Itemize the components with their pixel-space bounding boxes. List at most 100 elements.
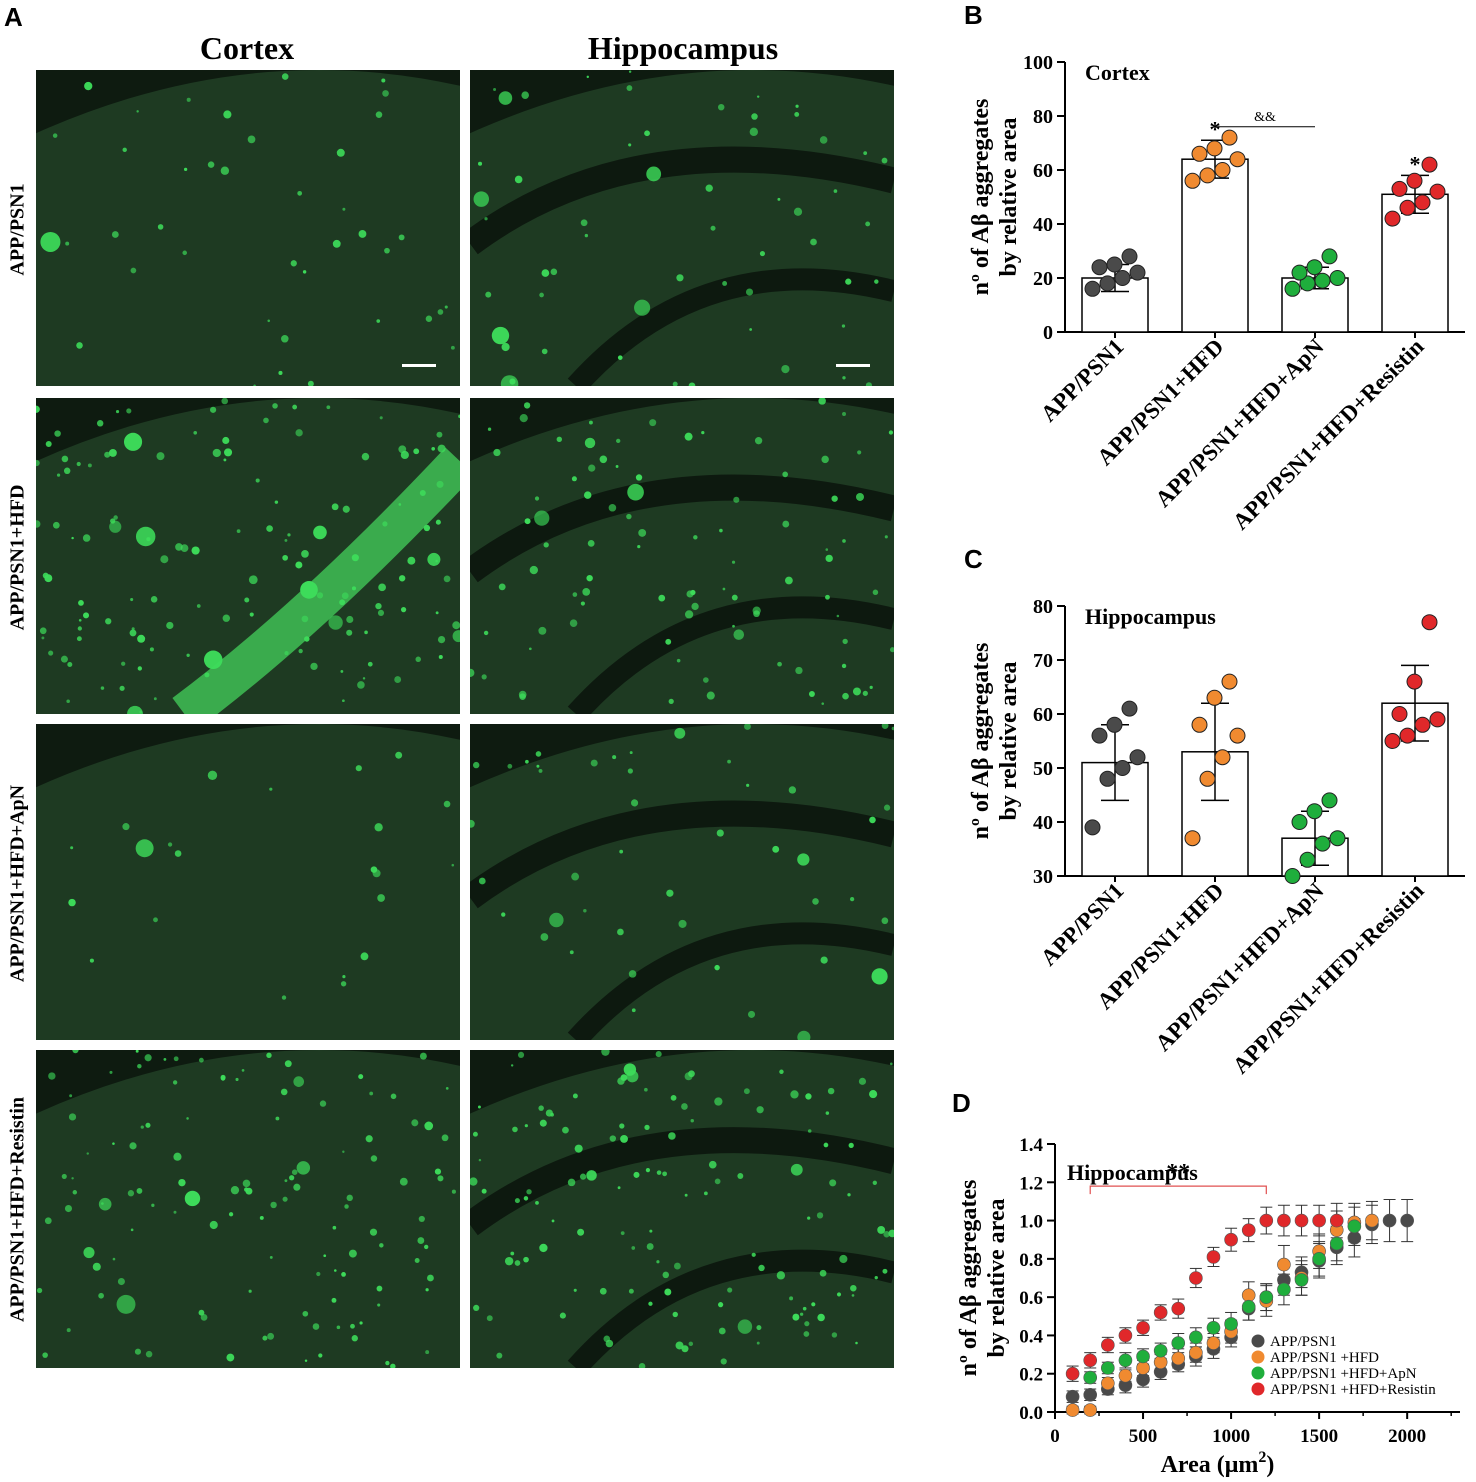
amyloid-plaque [437, 635, 446, 644]
cortex-data-point [1421, 156, 1438, 173]
chart-hippocampus-area-scatter: 0.0 0.2 0.4 0.6 0.8 1.0 1.2 1.4 0 500 1000 1500 2000… [956, 1135, 1460, 1478]
amyloid-plaque [369, 1228, 378, 1236]
amyloid-plaque [534, 510, 550, 526]
amyloid-plaque [619, 849, 624, 854]
row-label-app-psn1-hfd: APP/PSN1+HFD [6, 484, 29, 631]
chart-hippocampus-bar: 30 40 50 60 70 80 nº of Aβ aggregatesby relati… [968, 596, 1465, 1079]
amyloid-plaque [523, 402, 531, 409]
amyloid-plaque [295, 561, 303, 569]
amyloid-plaque [137, 1063, 142, 1069]
amyloid-plaque [284, 651, 289, 656]
amyloid-plaque [310, 662, 318, 671]
amyloid-plaque [627, 483, 644, 501]
amyloid-plaque [535, 1200, 539, 1205]
amyloid-plaque [790, 1090, 799, 1099]
amyloid-plaque [833, 189, 838, 193]
amyloid-plaque [144, 1054, 152, 1062]
amyloid-plaque [681, 1103, 688, 1110]
amyloid-plaque [690, 589, 696, 596]
amyloid-plaque [209, 406, 217, 413]
amyloid-plaque [242, 1179, 251, 1188]
amyloid-plaque [731, 560, 736, 564]
amyloid-plaque [78, 618, 82, 622]
cortex-data-point [1399, 199, 1416, 216]
legend-entry: APP/PSN1 +HFD+Resistin [1270, 1382, 1436, 1398]
amyloid-plaque [626, 85, 633, 91]
scatter-data-point [1400, 1213, 1414, 1228]
amyloid-plaque [477, 1105, 481, 1109]
amyloid-plaque [220, 1074, 226, 1080]
chart-cortex-bar: 0 20 40 60 80 100 nº of Aβ aggregatesby relati… [968, 52, 1465, 535]
amyloid-plaque [443, 800, 451, 808]
amyloid-plaque [140, 1125, 144, 1129]
scatter-data-point [1259, 1213, 1274, 1228]
amyloid-plaque [588, 420, 593, 425]
amyloid-plaque [115, 410, 120, 414]
amyloid-plaque [207, 161, 215, 168]
amyloid-plaque [777, 197, 781, 201]
amyloid-plaque [135, 1050, 139, 1053]
amyloid-plaque [458, 414, 460, 419]
scatter-data-point [1083, 1403, 1098, 1417]
amyloid-plaque [749, 328, 753, 331]
micrograph-cortex-app-psn1-hfd-apn [36, 724, 460, 1040]
hippocampus-data-point [1384, 733, 1401, 749]
amyloid-plaque [481, 674, 487, 680]
amyloid-plaque [160, 555, 169, 564]
amyloid-plaque [831, 1332, 838, 1338]
amyloid-plaque [888, 430, 894, 435]
hippocampus-y-tick-label: 30 [1033, 866, 1053, 888]
amyloid-plaque [372, 869, 381, 878]
panel-letter-d: D [952, 1088, 971, 1118]
amyloid-plaque [415, 656, 421, 663]
amyloid-plaque [137, 634, 146, 643]
amyloid-plaque [255, 478, 260, 483]
amyloid-plaque [358, 230, 367, 238]
scatter-data-point [1118, 1368, 1133, 1383]
micrograph-image [470, 724, 894, 1040]
amyloid-plaque [586, 574, 593, 582]
hippocampus-data-point [1206, 689, 1223, 706]
amyloid-plaque [56, 473, 61, 477]
dark-region [470, 1050, 894, 1114]
amyloid-plaque [436, 480, 444, 488]
amyloid-plaque [112, 1142, 115, 1145]
amyloid-plaque [638, 528, 647, 537]
amyloid-plaque [874, 1276, 878, 1280]
amyloid-plaque [390, 1093, 397, 1100]
amyloid-plaque [803, 1331, 810, 1337]
scatter-data-point [1136, 1361, 1150, 1375]
amyloid-plaque [644, 1087, 648, 1092]
cortex-y-tick-label: 100 [1023, 52, 1053, 74]
amyloid-plaque [526, 1189, 532, 1195]
amyloid-plaque [151, 1203, 155, 1207]
amyloid-plaque [634, 299, 651, 316]
amyloid-plaque [153, 917, 158, 923]
amyloid-plaque [63, 467, 71, 475]
amyloid-plaque [756, 1341, 760, 1345]
amyloid-plaque [394, 676, 402, 683]
amyloid-plaque [805, 1093, 812, 1100]
amyloid-plaque [289, 1175, 295, 1181]
micrograph-image [36, 70, 460, 386]
amyloid-plaque [100, 686, 105, 690]
amyloid-plaque [842, 376, 846, 380]
amyloid-plaque [150, 596, 158, 603]
amyloid-plaque [313, 525, 327, 540]
hippocampus-data-point [1229, 727, 1246, 744]
cortex-data-point [1084, 280, 1101, 297]
amyloid-plaque [842, 539, 846, 543]
amyloid-plaque [583, 909, 587, 913]
amyloid-plaque [109, 1070, 113, 1074]
amyloid-plaque [525, 759, 529, 764]
amyloid-plaque [105, 618, 112, 625]
amyloid-plaque [117, 1277, 125, 1286]
micrograph-image [36, 1050, 460, 1368]
tissue-background [470, 70, 894, 386]
amyloid-plaque [551, 1219, 555, 1223]
amyloid-plaque [298, 648, 303, 654]
amyloid-plaque [691, 602, 699, 611]
amyloid-plaque [649, 419, 657, 427]
amyloid-plaque [332, 1225, 337, 1230]
amyloid-plaque [228, 1212, 234, 1217]
